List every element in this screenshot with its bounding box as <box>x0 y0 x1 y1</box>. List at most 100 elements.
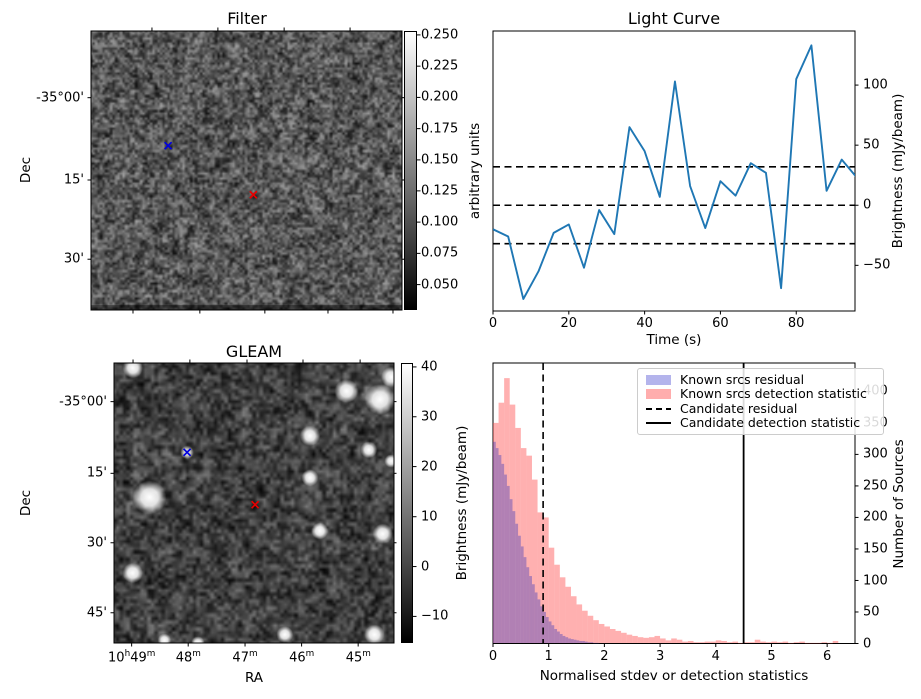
hist-xtick: 6 <box>823 649 832 664</box>
hist-ytick: 300 <box>863 446 888 462</box>
legend-detstat-swatch <box>646 389 671 400</box>
hist-bar-residual <box>548 621 552 643</box>
hist-bar-detection-statistic <box>660 638 666 643</box>
candidate-marker-icon <box>249 190 258 199</box>
hist-bar-detection-statistic <box>827 642 833 644</box>
hist-bar-residual <box>562 635 566 643</box>
legend-item-label: Known srcs residual <box>680 372 805 388</box>
hist-bar-residual <box>523 557 527 643</box>
legend-item-label: Known srcs detection statistic <box>680 386 867 402</box>
hist-ytick: 50 <box>863 604 880 620</box>
hist-bar-detection-statistic <box>782 641 789 643</box>
light-curve-ylabel: Brightness (mJy/beam) <box>890 93 906 249</box>
filter-colorbar-tick: 0.100 <box>421 214 459 230</box>
gleam-xtick-label: 46m <box>289 649 315 666</box>
known-source-marker-icon <box>182 448 192 457</box>
gleam-xtick-label: 48m <box>175 649 201 666</box>
hist-bar-residual <box>520 546 524 643</box>
hist-bar-residual <box>506 485 510 643</box>
hist-bar-residual <box>596 642 599 644</box>
gleam-ytick-label: 45' <box>86 605 107 621</box>
hist-bar-detection-statistic <box>509 404 516 643</box>
hist-legend: Known srcs residual Known srcs detection… <box>637 368 884 435</box>
hist-bar-residual <box>512 511 516 643</box>
light-curve-xtick: 20 <box>560 316 578 331</box>
light-curve-frame <box>492 30 856 312</box>
gleam-xtick-label: 10h49m <box>108 649 156 666</box>
hist-bar-detection-statistic <box>548 547 555 643</box>
hist-bar-detection-statistic <box>749 642 755 643</box>
hist-bar-detection-statistic <box>816 642 822 644</box>
hist-bar-residual <box>515 523 519 643</box>
light-curve-series <box>493 44 855 300</box>
hist-bar-residual <box>518 535 521 643</box>
light-curve-xtick: 40 <box>636 316 653 331</box>
hist-bar-residual <box>570 639 574 643</box>
hist-bar-residual <box>495 448 499 643</box>
filter-ytick-label: 30' <box>63 251 84 267</box>
filter-colorbar-tick: 0.150 <box>421 152 459 168</box>
hist-bar-residual <box>593 642 597 644</box>
hist-ytick: 0 <box>863 636 872 651</box>
hist-bar-detection-statistic <box>738 642 744 644</box>
gleam-xlabel: RA <box>244 670 264 686</box>
hist-bar-residual <box>504 474 507 643</box>
hist-bar-detection-statistic <box>704 641 711 643</box>
hist-bar-detection-statistic <box>604 626 610 643</box>
hist-bar-residual <box>531 584 535 643</box>
hist-bar-residual <box>582 640 585 643</box>
hist-bar-detection-statistic <box>559 577 566 643</box>
hist-bar-residual <box>551 625 555 643</box>
hist-bar-detection-statistic <box>810 642 817 644</box>
hist-bar-detection-statistic <box>565 586 571 643</box>
light-curve-ytick: 0 <box>863 197 872 213</box>
gleam-colorbar-tick: 0 <box>421 559 430 574</box>
candidate-marker-icon <box>251 500 260 509</box>
hist-bar-detection-statistic <box>760 641 766 643</box>
gleam-colorbar <box>401 363 413 643</box>
light-curve-ytick: 100 <box>863 77 888 93</box>
hist-bar-detection-statistic <box>593 620 599 643</box>
hist-bar-detection-statistic <box>615 630 622 643</box>
filter-colorbar-tick: 0.050 <box>421 277 459 293</box>
hist-bar-detection-statistic <box>537 512 544 643</box>
hist-bar-detection-statistic <box>554 564 560 643</box>
hist-bar-detection-statistic <box>626 634 633 643</box>
hist-bar-residual <box>529 576 532 643</box>
hist-xtick: 3 <box>655 649 665 664</box>
hist-ytick: 150 <box>863 541 888 557</box>
hist-bar-detection-statistic <box>504 378 510 643</box>
gleam-ylabel: Dec <box>18 489 34 517</box>
hist-bar-detection-statistic <box>671 638 677 643</box>
hist-bar-residual <box>557 631 560 643</box>
hist-bar-residual <box>559 634 563 643</box>
hist-ytick: 200 <box>863 509 888 525</box>
hist-frame <box>492 362 856 644</box>
light-curve-xtick: 0 <box>488 316 498 331</box>
hist-bar-residual <box>573 639 577 643</box>
hist-bar-residual <box>545 617 549 643</box>
hist-bar-detection-statistic <box>498 402 505 643</box>
light-curve-xtick: 60 <box>712 316 729 331</box>
hist-bar-detection-statistic <box>788 642 794 644</box>
hist-bar-detection-statistic <box>643 637 649 643</box>
hist-bar-residual <box>498 455 502 643</box>
hist-bar-detection-statistic <box>699 642 705 643</box>
hist-bar-detection-statistic <box>726 642 733 643</box>
hist-xtick: 1 <box>544 649 553 664</box>
legend-item: Candidate residual <box>646 401 875 416</box>
hist-bar-residual <box>576 640 580 643</box>
filter-sky-image <box>91 31 402 310</box>
hist-ylabel: Number of Sources <box>891 439 907 569</box>
filter-colorbar-tick: 0.225 <box>421 58 459 74</box>
filter-title: Filter <box>227 9 267 28</box>
known-source-marker-icon <box>164 141 173 150</box>
hist-bar-detection-statistic <box>576 604 583 643</box>
hist-bar-detection-statistic <box>771 641 778 643</box>
filter-colorbar-tick: 0.075 <box>421 245 459 261</box>
hist-xlabel: Normalised stdev or detection statistics <box>539 668 809 684</box>
gleam-colorbar-label: Brightness (mJy/beam) <box>454 425 470 581</box>
filter-colorbar <box>404 31 417 310</box>
hist-bar-detection-statistic <box>676 639 683 643</box>
